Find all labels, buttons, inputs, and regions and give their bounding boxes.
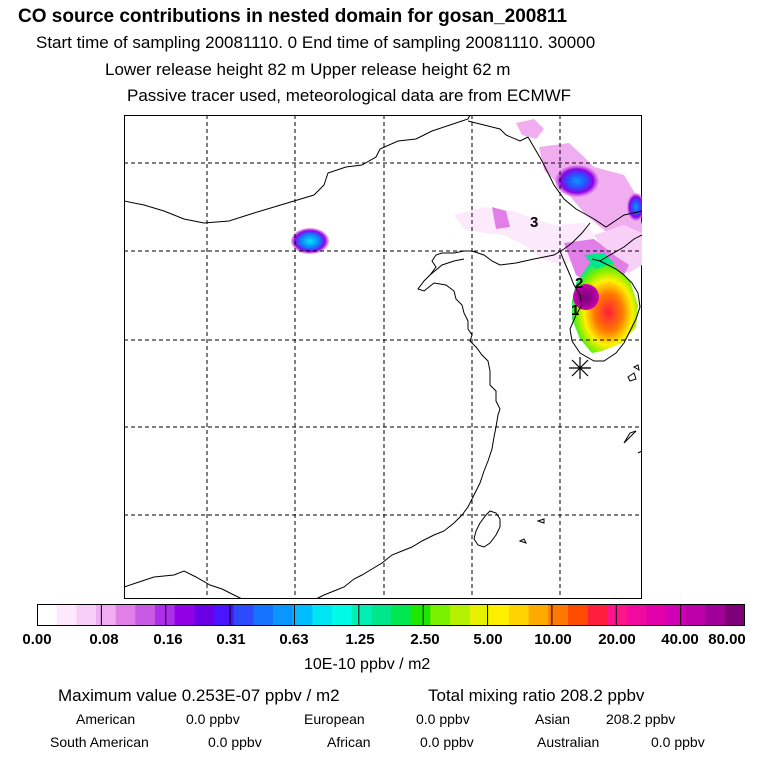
inland-plume-blob	[291, 228, 329, 254]
colorbar-tick-label: 10.00	[534, 631, 572, 648]
region-name: Australian	[537, 734, 600, 750]
colorbar-swatch	[725, 604, 745, 626]
colorbar-swatch	[469, 604, 490, 626]
colorbar-tick-label: 20.00	[598, 631, 636, 648]
lat-lon-grid	[124, 115, 642, 599]
colorbar-tick-label: 0.00	[22, 631, 52, 648]
colorbar-swatch	[351, 604, 372, 626]
north-plume-blob	[555, 165, 599, 197]
site-label-2: 2	[575, 275, 583, 292]
region-value: 208.2 ppbv	[606, 711, 676, 727]
region-name: European	[304, 711, 365, 727]
colorbar-swatch	[686, 604, 707, 626]
colorbar-swatch	[666, 604, 687, 626]
colorbar-swatch	[705, 604, 726, 626]
region-value: 0.0 ppbv	[651, 734, 705, 750]
colorbar-tick-label: 0.16	[153, 631, 183, 648]
release-height-line: Lower release height 82 m Upper release …	[105, 60, 511, 79]
colorbar-swatch	[135, 604, 156, 626]
colorbar-tick-label: 80.00	[708, 631, 746, 648]
tracer-info-line: Passive tracer used, meteorological data…	[127, 86, 572, 105]
region-value: 0.0 ppbv	[420, 734, 474, 750]
colorbar-tick-label: 5.00	[473, 631, 503, 648]
colorbar-swatch	[96, 604, 117, 626]
map-canvas: 3 2 1	[124, 115, 642, 599]
colorbar-swatch	[528, 604, 549, 626]
max-value-label: Maximum value 0.253E-07 ppbv / m2	[58, 686, 340, 705]
colorbar-swatch	[332, 604, 353, 626]
colorbar-swatch	[194, 604, 215, 626]
colorbar-swatch	[115, 604, 136, 626]
region-name: African	[327, 734, 371, 750]
colorbar-tick-label: 0.31	[216, 631, 246, 648]
colorbar-swatch	[607, 604, 628, 626]
plot-title: CO source contributions in nested domain…	[18, 6, 568, 27]
colorbar-swatch	[410, 604, 431, 626]
map-panel: 3 2 1	[124, 115, 642, 599]
colorbar	[37, 604, 745, 626]
colorbar-swatch	[509, 604, 530, 626]
colorbar-swatch	[627, 604, 648, 626]
sampling-time-line: Start time of sampling 20081110. 0 End t…	[36, 33, 596, 52]
asterisk-star-icon	[569, 357, 591, 379]
region-value: 0.0 ppbv	[416, 711, 470, 727]
max-concentration-blob	[573, 284, 599, 310]
region-name: American	[76, 711, 136, 727]
colorbar-swatch	[430, 604, 451, 626]
colorbar-tick-label: 0.63	[279, 631, 309, 648]
region-name: Asian	[535, 711, 571, 727]
site-label-3: 3	[530, 214, 538, 231]
colorbar-border	[37, 604, 745, 626]
coastlines	[124, 115, 642, 599]
colorbar-swatch	[155, 604, 176, 626]
colorbar-swatch	[489, 604, 510, 626]
colorbar-swatch	[76, 604, 97, 626]
colorbar-swatch	[253, 604, 274, 626]
colorbar-swatches	[37, 604, 745, 626]
colorbar-swatch	[312, 604, 333, 626]
region-value: 0.0 ppbv	[208, 734, 262, 750]
total-mixing-ratio-label: Total mixing ratio 208.2 ppbv	[428, 686, 645, 705]
colorbar-swatch	[568, 604, 589, 626]
colorbar-tick-label: 0.08	[89, 631, 119, 648]
site-label-1: 1	[571, 302, 579, 319]
colorbar-tick-label: 2.50	[410, 631, 440, 648]
colorbar-swatch	[233, 604, 254, 626]
region-name: South American	[50, 734, 149, 750]
colorbar-swatch	[56, 604, 77, 626]
colorbar-swatch	[450, 604, 471, 626]
colorbar-swatch	[548, 604, 569, 626]
region-value: 0.0 ppbv	[186, 711, 240, 727]
colorbar-swatch	[214, 604, 235, 626]
colorbar-unit: 10E-10 ppbv / m2	[304, 656, 431, 673]
colorbar-swatch	[174, 604, 195, 626]
colorbar-swatch	[391, 604, 412, 626]
colorbar-swatch	[646, 604, 667, 626]
colorbar-swatch	[273, 604, 294, 626]
colorbar-swatch	[292, 604, 313, 626]
colorbar-swatch	[37, 604, 58, 626]
colorbar-tick-label: 1.25	[345, 631, 375, 648]
colorbar-tick-label: 40.00	[661, 631, 699, 648]
colorbar-swatch	[371, 604, 392, 626]
colorbar-swatch	[587, 604, 608, 626]
map-frame	[124, 115, 642, 599]
